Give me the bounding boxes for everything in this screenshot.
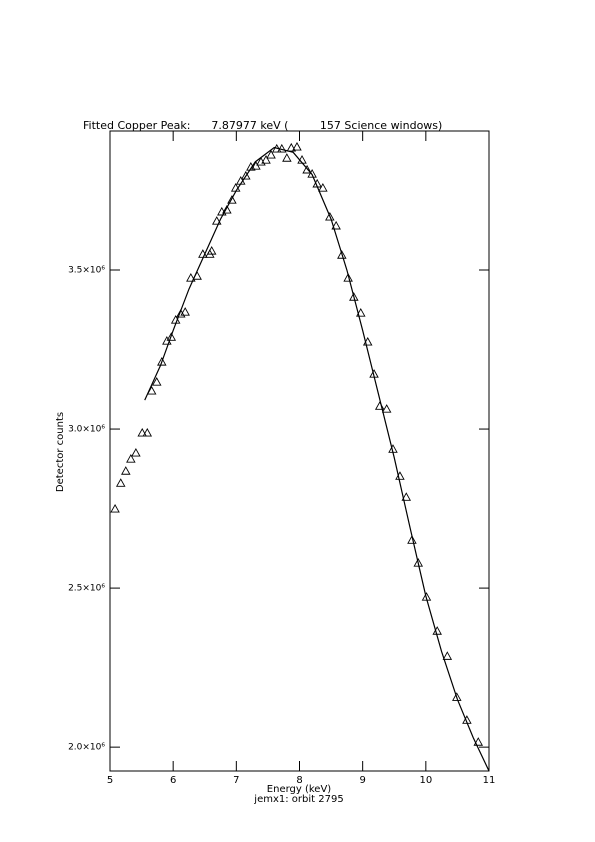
data-point — [473, 737, 484, 746]
data-point — [211, 216, 222, 225]
data-point — [407, 535, 417, 544]
data-point — [292, 141, 302, 151]
data-point — [131, 447, 141, 457]
data-point — [115, 478, 126, 487]
x-axis-label: Energy (keV) — [267, 784, 332, 795]
data-point — [343, 273, 353, 282]
data-point — [286, 142, 297, 152]
fit-curve — [144, 146, 490, 772]
data-point — [356, 308, 366, 317]
x-tick-label: 9 — [359, 775, 365, 786]
data-point — [318, 183, 328, 192]
data-point — [126, 454, 136, 463]
data-point — [227, 195, 237, 204]
data-point — [302, 164, 312, 174]
y-tick-label: 2.5×10⁶ — [68, 584, 105, 594]
data-point — [110, 503, 120, 513]
y-axis-label: Detector counts — [55, 412, 66, 492]
data-point — [401, 492, 412, 501]
data-point — [413, 558, 424, 567]
data-point — [337, 250, 347, 259]
data-point — [186, 273, 196, 282]
footer: jemx1: orbit 2795 — [253, 794, 343, 805]
x-tick-label: 7 — [233, 775, 239, 786]
x-tick-label: 8 — [296, 775, 302, 786]
data-point — [349, 292, 359, 301]
y-tick-label: 2.0×10⁶ — [68, 743, 105, 753]
data-point — [137, 427, 147, 437]
y-tick-label: 3.0×10⁶ — [68, 425, 105, 435]
data-point — [251, 161, 261, 170]
x-tick-label: 6 — [170, 775, 176, 786]
chart-title: Fitted Copper Peak: 7.87977 keV ( 157 Sc… — [83, 119, 442, 132]
data-point — [121, 466, 131, 475]
x-tick-label: 5 — [107, 775, 113, 786]
data-point — [175, 308, 186, 318]
y-tick-label: 3.5×10⁶ — [68, 266, 105, 276]
data-point — [180, 307, 190, 316]
data-point — [381, 404, 392, 413]
data-point — [331, 220, 341, 230]
data-point — [282, 153, 292, 162]
data-point — [157, 357, 167, 366]
x-tick-label: 10 — [419, 775, 432, 786]
data-point — [442, 651, 453, 660]
data-point — [151, 377, 162, 386]
data-point — [206, 245, 217, 255]
data-point — [222, 204, 232, 214]
x-tick-label: 11 — [483, 775, 496, 786]
data-point — [325, 211, 335, 221]
data-point — [307, 169, 317, 178]
data-point — [261, 155, 271, 164]
data-point — [241, 170, 251, 180]
data-point — [266, 149, 276, 159]
data-point — [142, 427, 153, 437]
data-point — [452, 692, 462, 701]
data-point — [166, 332, 177, 341]
